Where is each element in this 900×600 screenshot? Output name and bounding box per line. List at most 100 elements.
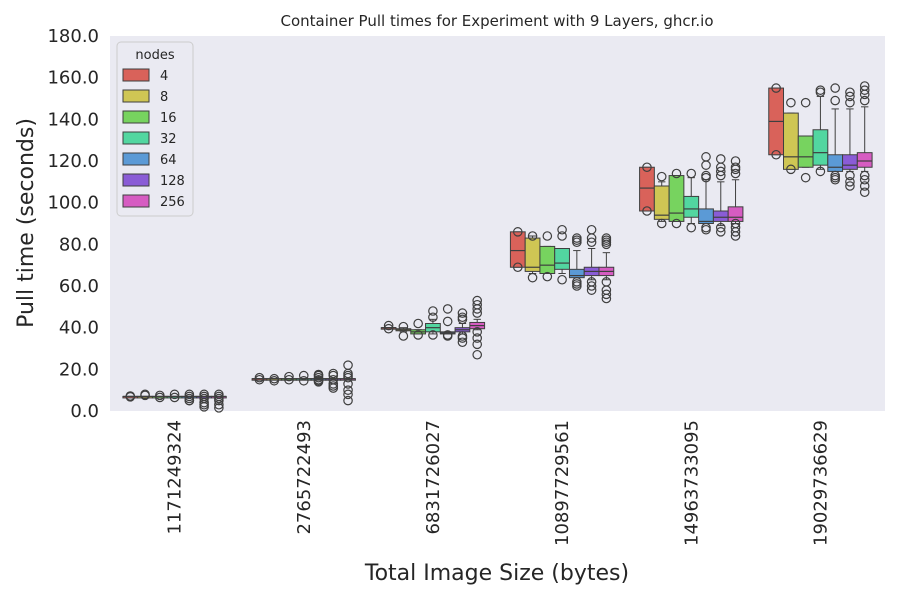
series-256	[210, 81, 873, 413]
x-tick-label: 10897729561	[552, 420, 573, 546]
outlier-point	[269, 373, 280, 384]
outlier-point	[701, 172, 711, 183]
y-tick-label: 40.0	[59, 318, 99, 339]
outlier-point	[800, 172, 811, 183]
y-tick-label: 140.0	[47, 109, 99, 130]
y-tick-label: 160.0	[47, 68, 99, 89]
outlier-point	[786, 164, 796, 175]
outlier-point	[343, 395, 353, 406]
y-tick-label: 120.0	[47, 151, 99, 172]
box-iqr	[668, 175, 685, 222]
box-256-2765722493	[340, 360, 356, 406]
legend-label-32: 32	[160, 132, 177, 147]
outlier-point	[800, 97, 811, 108]
outlier-point	[656, 218, 667, 229]
legend-swatch-64	[122, 152, 150, 166]
legend-swatch-4	[122, 68, 150, 82]
outlier-point	[859, 85, 870, 95]
legend: nodes 4 8 16 32 64 128 256	[116, 41, 194, 217]
outlier-point	[169, 389, 180, 400]
outlier-point	[472, 327, 483, 337]
outlier-point	[343, 389, 353, 400]
box-4-1171249324	[122, 391, 139, 402]
legend-label-8: 8	[160, 90, 168, 105]
box-256-14963733095	[727, 156, 744, 241]
outlier-point	[686, 168, 697, 179]
outlier-point	[472, 304, 483, 314]
outlier-point	[557, 224, 567, 235]
x-tick-label: 1171249324	[165, 420, 186, 535]
outlier-point	[786, 97, 796, 108]
outlier-point	[730, 227, 741, 237]
outlier-point	[442, 304, 453, 314]
outlier-point	[214, 403, 224, 413]
outlier-point	[313, 377, 324, 387]
box-32-1171249324	[166, 389, 183, 403]
x-tick-labels: 1171249324 2765722493 6831726027 1089772956…	[165, 420, 832, 546]
box-iqr	[842, 154, 858, 170]
outlier-point	[671, 168, 682, 179]
box-256-19029736629	[856, 81, 873, 198]
outlier-point	[457, 333, 468, 343]
outlier-point	[830, 83, 840, 93]
outlier-point	[298, 370, 309, 381]
outlier-point	[601, 239, 612, 250]
outlier-point	[125, 392, 136, 402]
outlier-point	[428, 330, 438, 340]
box-16-1171249324	[151, 390, 168, 403]
outlier-point	[845, 97, 855, 108]
box-256-6831726027	[469, 295, 486, 360]
y-tick-label: 100.0	[47, 193, 99, 214]
legend-swatch-128	[122, 173, 150, 187]
box-16-14963733095	[668, 168, 685, 229]
legend-frame	[116, 41, 194, 217]
series-8	[137, 97, 799, 401]
box-256-1171249324	[210, 389, 227, 413]
outlier-point	[830, 95, 840, 106]
box-iqr	[568, 268, 585, 279]
outlier-point	[730, 231, 741, 241]
box-128-10897729561	[583, 224, 600, 295]
outlier-point	[572, 237, 582, 248]
outlier-point	[601, 289, 612, 300]
outlier-point	[671, 218, 682, 229]
box-4-14963733095	[639, 162, 655, 216]
box-iqr	[639, 166, 655, 212]
x-axis-label: Total Image Size (bytes)	[364, 561, 629, 586]
box-iqr	[856, 152, 873, 168]
x-tick-label: 2765722493	[294, 420, 315, 535]
outlier-point	[859, 170, 870, 181]
outlier-point	[730, 164, 741, 175]
legend-swatch-16	[122, 110, 150, 124]
outlier-point	[542, 231, 553, 241]
outlier-point	[328, 383, 339, 393]
legend-swatch-256	[122, 194, 150, 208]
series-32	[166, 85, 829, 403]
outlier-point	[715, 222, 726, 233]
outlier-point	[472, 339, 483, 350]
box-64-14963733095	[698, 152, 714, 235]
outlier-point	[155, 390, 165, 401]
outlier-point	[472, 349, 483, 360]
y-tick-label: 60.0	[59, 276, 99, 297]
outlier-point	[527, 272, 538, 283]
box-4-19029736629	[768, 83, 785, 160]
outlier-point	[815, 87, 826, 98]
outlier-point	[184, 395, 195, 406]
y-tick-label: 80.0	[59, 234, 99, 255]
outlier-point	[343, 379, 353, 389]
outlier-point	[715, 170, 726, 181]
box-128-19029736629	[842, 87, 858, 191]
box-32-10897729561	[554, 224, 570, 285]
box-256-10897729561	[598, 233, 615, 304]
outlier-point	[472, 308, 483, 318]
outlier-point	[830, 174, 840, 185]
outlier-point	[686, 222, 697, 233]
outlier-point	[472, 333, 483, 343]
outlier-point	[413, 330, 423, 340]
outlier-point	[542, 271, 553, 282]
outlier-point	[457, 308, 468, 318]
outlier-point	[859, 187, 870, 198]
